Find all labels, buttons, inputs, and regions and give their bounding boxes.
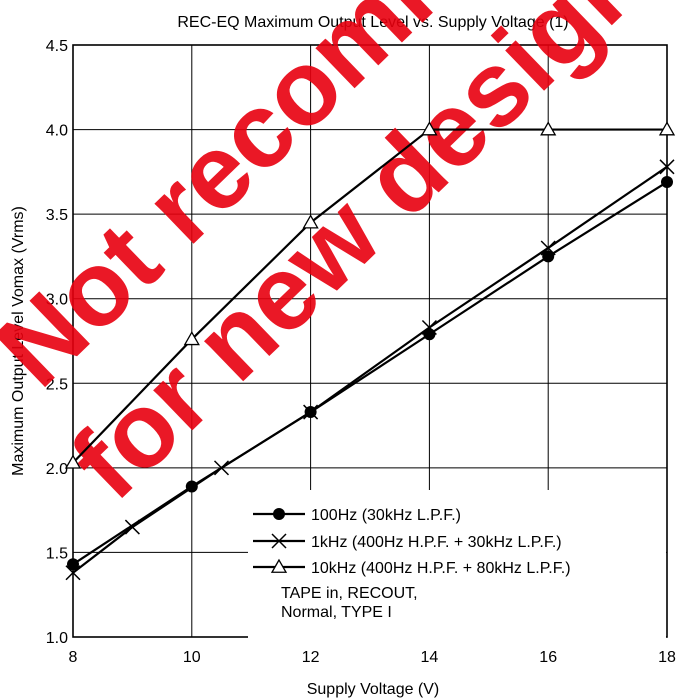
legend: 100Hz (30kHz L.P.F.) 1kHz (400Hz H.P.F. +…	[248, 490, 666, 640]
x-tick-label-3: 14	[421, 649, 439, 666]
y-tick-label-1: 1.5	[46, 545, 68, 562]
y-tick-label-6: 4.0	[46, 123, 68, 140]
legend-marker-0	[273, 508, 285, 520]
series-2-point-2	[302, 214, 319, 229]
legend-label-0: 100Hz (30kHz L.P.F.)	[311, 507, 461, 524]
series-2-point-0	[64, 454, 82, 469]
series-1-point-1	[124, 519, 140, 535]
y-tick-label-2: 2.0	[46, 461, 68, 478]
series-0-point-0	[67, 558, 79, 571]
annotation-line-1: TAPE in, RECOUT,	[281, 585, 418, 602]
x-tick-label-2: 12	[302, 649, 320, 666]
y-tick-label-4: 3.0	[46, 292, 68, 309]
annotation-line-2: Normal, TYPE I	[281, 604, 392, 621]
x-tick-label-4: 16	[539, 649, 557, 666]
series-1-point-0	[65, 565, 81, 581]
watermark: Not recommended for new designs	[0, 0, 684, 522]
series-1-point-2	[213, 460, 230, 476]
series-1-point-5	[540, 240, 556, 256]
x-axis-label: Supply Voltage (V)	[307, 681, 440, 698]
y-tick-label-7: 4.5	[46, 38, 68, 55]
series-0-point-4	[542, 250, 555, 263]
legend-marker-1	[271, 533, 287, 549]
series-2-point-1	[183, 330, 200, 346]
series-2-point-5	[658, 121, 676, 136]
legend-label-1: 1kHz (400Hz H.P.F. + 30kHz L.P.F.)	[311, 534, 562, 551]
y-tick-label-5: 3.5	[46, 207, 68, 224]
series-1-point-3	[303, 404, 319, 420]
series-2	[64, 121, 676, 469]
series-2-point-4	[540, 121, 557, 136]
data-series	[64, 121, 676, 581]
y-tick-label-0: 1.0	[46, 630, 68, 647]
tick-labels: 8 10 12 14 16 18 1.0 1.5 2.0 2.5 3.0 3.5 4.0 4.5	[46, 38, 676, 666]
x-tick-label-0: 8	[69, 649, 78, 666]
series-2-point-3	[421, 121, 438, 136]
legend-label-2: 10kHz (400Hz H.P.F. + 80kHz L.P.F.)	[311, 560, 571, 577]
x-tick-label-5: 18	[658, 649, 676, 666]
series-1	[65, 159, 675, 581]
series-2-line	[72, 128, 667, 464]
chart-title: REC-EQ Maximum Output Level vs. Supply V…	[177, 14, 568, 31]
x-tick-label-1: 10	[183, 649, 201, 666]
legend-box	[248, 490, 666, 640]
y-axis-label: Maximum Output Level Vomax (Vrms)	[10, 206, 27, 476]
series-0-point-5	[661, 176, 673, 189]
series-1-point-4	[421, 319, 437, 335]
legend-marker-2	[270, 558, 288, 573]
series-1-point-6	[659, 159, 675, 175]
y-tick-label-3: 2.5	[46, 376, 68, 393]
